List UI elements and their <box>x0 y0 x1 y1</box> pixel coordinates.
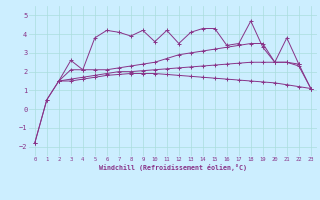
X-axis label: Windchill (Refroidissement éolien,°C): Windchill (Refroidissement éolien,°C) <box>99 164 247 171</box>
